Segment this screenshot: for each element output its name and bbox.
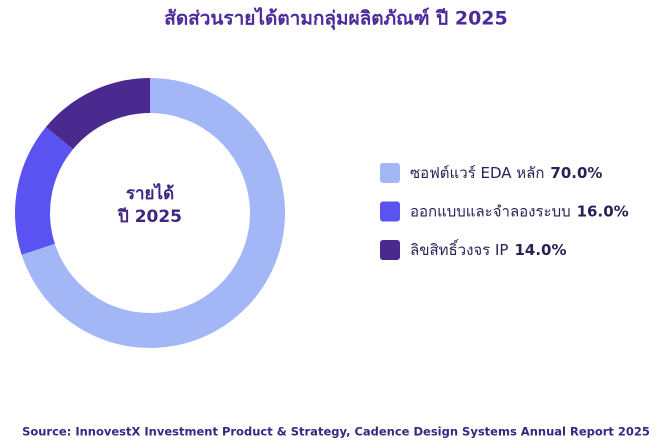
legend-swatch xyxy=(380,201,400,222)
source: Source: InnovestX Investment Product & S… xyxy=(22,425,650,439)
center-label: รายได้ xyxy=(126,183,174,204)
donut-slice xyxy=(15,126,73,255)
legend-value: 70.0% xyxy=(550,164,602,182)
legend-label: ซอฟต์แวร์ EDA หลัก 70.0% xyxy=(410,164,602,182)
legend-name: ออกแบบและจำลองระบบ xyxy=(410,202,571,220)
legend-name: ลิขสิทธิ์วงจร IP xyxy=(410,239,508,259)
legend-swatch xyxy=(380,163,400,183)
legend-label: ออกแบบและจำลองระบบ 16.0% xyxy=(410,202,629,220)
legend-value: 16.0% xyxy=(577,202,629,220)
legend-name: ซอฟต์แวร์ EDA หลัก xyxy=(410,164,544,182)
legend-label: ลิขสิทธิ์วงจร IP 14.0% xyxy=(410,239,567,259)
legend-value: 14.0% xyxy=(514,241,566,259)
chart-title: สัดส่วนรายได้ตามกลุ่มผลิตภัณฑ์ ปี 2025 xyxy=(164,7,508,31)
center-label: ปี 2025 xyxy=(117,206,182,227)
donut-slice xyxy=(45,78,150,150)
legend-swatch xyxy=(380,240,400,260)
